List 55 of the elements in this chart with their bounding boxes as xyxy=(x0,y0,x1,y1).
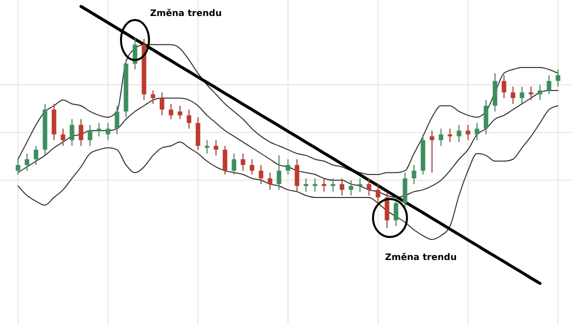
candlestick xyxy=(556,68,560,88)
candlestick xyxy=(330,178,336,192)
candlestick xyxy=(448,128,452,143)
candlestick xyxy=(196,116,200,150)
candlestick xyxy=(294,158,300,192)
candlestick xyxy=(232,153,236,176)
candlestick xyxy=(546,74,552,95)
candlestick xyxy=(114,105,120,135)
candlestick xyxy=(520,86,524,104)
candlestick xyxy=(250,158,254,176)
candlestick xyxy=(340,178,344,196)
candlestick xyxy=(502,74,506,99)
candlestick xyxy=(106,122,110,141)
candlestick xyxy=(348,180,354,196)
candlestick xyxy=(16,158,20,176)
candlestick xyxy=(34,145,38,166)
candlestick xyxy=(96,122,102,137)
candlestick xyxy=(268,172,272,190)
candlestick xyxy=(376,184,380,204)
candlestick xyxy=(60,128,66,146)
candlestick xyxy=(430,130,434,174)
candlestick xyxy=(240,153,246,172)
candlestick xyxy=(466,124,470,141)
candlestick xyxy=(384,191,390,228)
candlestick xyxy=(510,86,516,104)
candlestick xyxy=(24,153,30,172)
candlestick xyxy=(168,103,174,120)
candlestick xyxy=(150,90,156,104)
candlestick xyxy=(304,178,308,192)
candlestick xyxy=(160,92,164,116)
candlestick xyxy=(178,105,182,120)
candlestick xyxy=(538,84,542,101)
candlestick xyxy=(438,128,444,146)
candlestick xyxy=(222,145,228,176)
text: Změna trendu xyxy=(150,8,222,19)
candlestick xyxy=(474,122,480,141)
candlestick xyxy=(88,124,92,146)
candlestick xyxy=(366,178,372,196)
candlestick xyxy=(528,86,534,101)
text: Změna trendu xyxy=(385,252,457,263)
candlestick xyxy=(312,178,318,192)
candlestick xyxy=(412,164,416,185)
candlestick xyxy=(70,118,74,146)
candlestick xyxy=(394,196,398,227)
candlestick xyxy=(322,178,326,192)
candlestick xyxy=(276,154,282,190)
candlestick xyxy=(258,164,264,185)
candlestick xyxy=(78,118,84,146)
candlestick xyxy=(456,124,462,143)
candlestick xyxy=(186,109,192,130)
candlestick xyxy=(358,178,362,192)
candlestick xyxy=(484,100,488,135)
candlestick xyxy=(204,140,210,154)
candlestick xyxy=(214,140,218,156)
candlestick xyxy=(286,158,290,176)
